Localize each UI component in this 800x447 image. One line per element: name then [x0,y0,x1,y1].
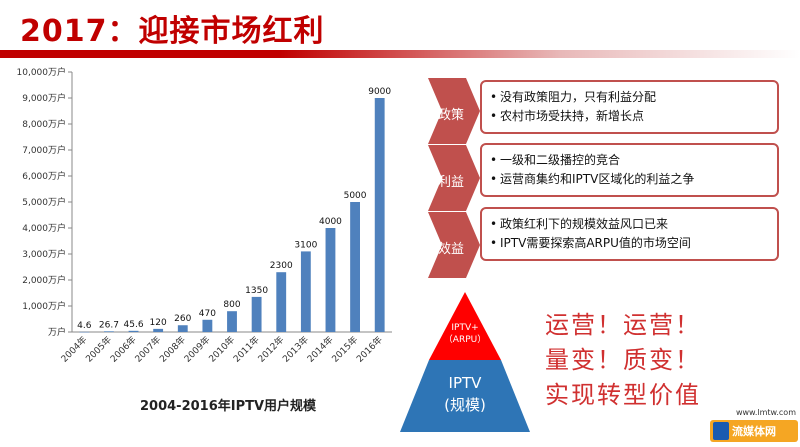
chart-title: 2004-2016年IPTV用户规模 [140,399,317,414]
x-tick-label: 2010年 [206,334,237,365]
data-label: 45.6 [124,320,144,330]
x-tick-label: 2011年 [231,334,262,365]
y-tick-label: 1,000万户 [22,300,66,312]
bar [300,251,311,332]
factor-label-interest: 利益 [428,145,488,211]
factor-box-interest: 一级和二级播控的竞合 运营商集约和IPTV区域化的利益之争 [480,143,779,197]
data-label: 800 [223,300,240,310]
iptv-user-bar-chart: 万户 1,000万户 2,000万户 3,000万户 4,000万户 5,000万户 6,0… [17,66,392,365]
factor-bullet: 农村市场受扶持，新增长点 [490,107,777,126]
pyramid-bottom [400,360,530,432]
x-tick-label: 2015年 [329,334,360,365]
y-tick-label: 5,000万户 [22,196,66,208]
factor-box-policy: 没有政策阻力，只有利益分配 农村市场受扶持，新增长点 [480,80,779,134]
factor-label-policy: 政策 [428,78,488,144]
bar [227,311,237,332]
data-label: 3100 [294,240,317,250]
data-label: 470 [199,309,216,319]
y-tick-label: 7,000万户 [22,144,66,156]
data-label: 5000 [344,191,367,201]
data-label: 1350 [245,286,268,296]
y-tick-label: 9,000万户 [22,92,66,104]
factor-bullet: 没有政策阻力，只有利益分配 [490,88,777,107]
x-tick-label: 2009年 [181,334,212,365]
factor-bullet: 运营商集约和IPTV区域化的利益之争 [490,170,777,189]
x-tick-label: 2016年 [354,334,385,365]
data-label: 4000 [319,217,342,227]
site-logo: www.lmtw.com 流媒体网 [710,408,798,444]
x-tick-label: 2005年 [83,334,114,365]
slogan-line-2: 量变！质变！ [545,346,701,374]
x-tick-label: 2004年 [58,334,89,365]
bar [276,272,287,332]
y-tick-label: 2,000万户 [22,274,66,286]
slogan-line-3: 实现转型价值 [545,381,701,409]
x-tick-label: 2013年 [280,334,311,365]
x-tick-label: 2006年 [108,334,139,365]
bar [104,331,114,332]
pyramid-top [429,292,501,360]
pyramid [400,292,530,436]
bar [128,330,139,332]
factor-box-benefit: 政策红利下的规模效益风口已来 IPTV需要探索高ARPU值的市场空间 [480,207,779,261]
page-title: 2017：迎接市场红利 [20,14,325,49]
logo-mark-icon [713,422,729,440]
bar [374,98,385,332]
y-tick-label: 4,000万户 [22,222,66,234]
data-label: 120 [150,318,167,328]
factor-label-benefit: 效益 [428,212,488,278]
bar [177,325,188,332]
x-tick-label: 2008年 [157,334,188,365]
y-tick-label: 3,000万户 [22,248,66,260]
bar [153,328,164,332]
pyramid-bottom-text: IPTV (规模) [444,374,486,414]
data-label: 260 [174,314,191,324]
bar [350,202,360,332]
y-tick-label: 8,000万户 [22,118,66,130]
x-tick-label: 2014年 [305,334,336,365]
y-tick-label: 万户 [48,326,66,338]
bar [79,331,90,333]
bar [325,228,336,332]
title-underline [0,50,800,58]
bar [251,296,262,332]
y-tick-label: 10,000万户 [17,66,67,78]
bar [202,319,213,332]
x-tick-label: 2012年 [255,334,286,365]
factor-bullet: IPTV需要探索高ARPU值的市场空间 [490,234,777,253]
factor-bullet: 政策红利下的规模效益风口已来 [490,215,777,234]
x-tick-label: 2007年 [132,334,163,365]
y-tick-label: 6,000万户 [22,170,66,182]
factor-bullet: 一级和二级播控的竞合 [490,151,777,170]
pyramid-top-text: IPTV+ （ARPU） [443,323,487,345]
data-label: 2300 [270,261,293,271]
slogan-line-1: 运营！运营！ [545,311,701,339]
data-label: 26.7 [99,320,119,330]
data-label: 4.6 [77,321,92,331]
data-label: 9000 [368,87,391,97]
